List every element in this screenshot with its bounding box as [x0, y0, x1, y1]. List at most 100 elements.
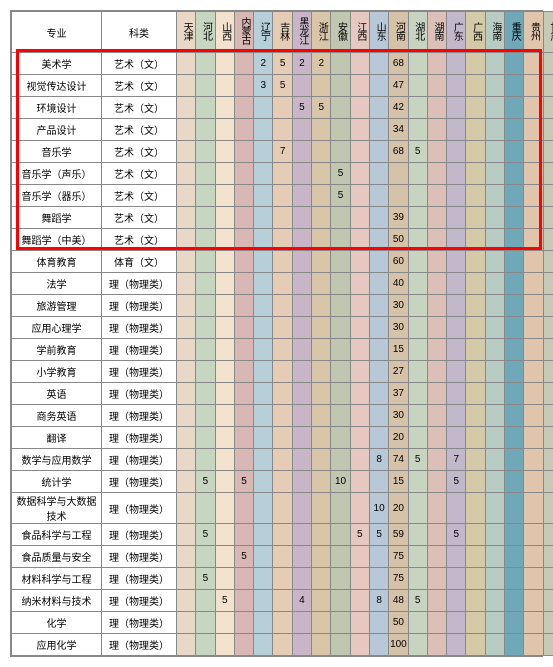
cell-value [254, 546, 273, 568]
cell-category: 理（物理类） [102, 317, 177, 339]
cell-value [350, 207, 369, 229]
cell-value [196, 251, 215, 273]
cell-value [254, 295, 273, 317]
cell-value: 5 [447, 471, 466, 493]
cell-value [524, 163, 543, 185]
cell-value [466, 207, 485, 229]
cell-value [427, 141, 446, 163]
header-row: 专业 科类 天津河北山西内蒙古辽宁吉林黑龙江浙江安徽江西山东河南湖北湖南广东广西… [12, 12, 553, 53]
cell-value [350, 405, 369, 427]
cell-category: 理（物理类） [102, 634, 177, 656]
cell-value [447, 427, 466, 449]
cell-value [524, 75, 543, 97]
cell-value [312, 493, 331, 524]
cell-value [350, 383, 369, 405]
cell-value [505, 568, 524, 590]
cell-value [273, 119, 292, 141]
cell-value [505, 251, 524, 273]
cell-value: 39 [389, 207, 408, 229]
cell-value [234, 251, 253, 273]
table-row: 小学教育理（物理类）27 [12, 361, 553, 383]
cell-value [331, 141, 350, 163]
table-body: 美术学艺术（文）252268视觉传达设计艺术（文）3547环境设计艺术（文）55… [12, 53, 553, 656]
cell-category: 理（物理类） [102, 568, 177, 590]
cell-value [273, 185, 292, 207]
cell-value [427, 317, 446, 339]
header-province: 湖北 [408, 12, 427, 53]
cell-value [543, 141, 553, 163]
cell-value [543, 383, 553, 405]
cell-value: 5 [292, 97, 311, 119]
cell-value [215, 339, 234, 361]
province-label: 甘肃 [548, 22, 553, 40]
cell-major: 纳米材料与技术 [12, 590, 102, 612]
cell-value: 7 [273, 141, 292, 163]
cell-value [273, 449, 292, 471]
cell-major: 音乐学（声乐） [12, 163, 102, 185]
cell-value [273, 295, 292, 317]
cell-value [369, 339, 388, 361]
cell-value [389, 185, 408, 207]
cell-value [505, 185, 524, 207]
cell-value [485, 97, 504, 119]
cell-value [466, 229, 485, 251]
cell-value [254, 524, 273, 546]
cell-value [505, 273, 524, 295]
cell-value [331, 405, 350, 427]
table-row: 商务英语理（物理类）30 [12, 405, 553, 427]
cell-value [312, 141, 331, 163]
cell-value [543, 471, 553, 493]
cell-value [543, 273, 553, 295]
cell-value [524, 427, 543, 449]
cell-value [485, 493, 504, 524]
header-major: 专业 [12, 12, 102, 53]
cell-value [427, 229, 446, 251]
cell-value [427, 634, 446, 656]
cell-value [196, 405, 215, 427]
province-label: 天津 [181, 22, 191, 40]
cell-value [369, 546, 388, 568]
cell-value [427, 405, 446, 427]
cell-value [369, 185, 388, 207]
cell-value [408, 207, 427, 229]
cell-value [254, 383, 273, 405]
cell-value [177, 524, 196, 546]
cell-value [408, 119, 427, 141]
cell-value [215, 449, 234, 471]
cell-value [312, 524, 331, 546]
cell-value [505, 590, 524, 612]
cell-value [215, 97, 234, 119]
header-province: 天津 [177, 12, 196, 53]
cell-value: 7 [447, 449, 466, 471]
cell-value [369, 251, 388, 273]
cell-value [524, 590, 543, 612]
cell-value [312, 634, 331, 656]
cell-value [369, 295, 388, 317]
cell-value [254, 493, 273, 524]
cell-value [196, 546, 215, 568]
cell-value [427, 185, 446, 207]
cell-value [254, 612, 273, 634]
cell-value [524, 207, 543, 229]
cell-value [524, 295, 543, 317]
cell-value [177, 141, 196, 163]
cell-value: 27 [389, 361, 408, 383]
cell-value [312, 295, 331, 317]
cell-value [485, 185, 504, 207]
cell-value [350, 361, 369, 383]
cell-value [292, 449, 311, 471]
cell-major: 英语 [12, 383, 102, 405]
cell-value [254, 119, 273, 141]
cell-value [273, 427, 292, 449]
cell-value [543, 493, 553, 524]
cell-value [505, 612, 524, 634]
cell-value [408, 612, 427, 634]
cell-value [196, 317, 215, 339]
cell-value [466, 295, 485, 317]
cell-category: 理（物理类） [102, 273, 177, 295]
cell-value [505, 493, 524, 524]
cell-value [196, 383, 215, 405]
cell-value [447, 251, 466, 273]
table-row: 体育教育体育（文）60 [12, 251, 553, 273]
cell-value [177, 493, 196, 524]
